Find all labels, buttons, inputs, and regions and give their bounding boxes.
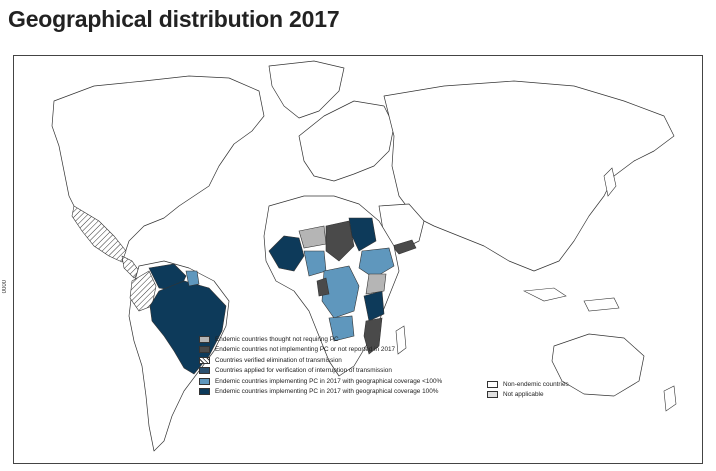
legend-item: Not applicable (487, 390, 569, 401)
legend-label: Countries verified elimination of transm… (215, 356, 342, 364)
kenya (365, 273, 387, 295)
angola (328, 315, 355, 342)
legend-item: Endemic countries not implementing PC or… (199, 345, 442, 356)
japan (603, 167, 617, 197)
legend: Endemic countries thought not requiring … (199, 334, 442, 397)
legend-label: Endemic countries thought not requiring … (215, 335, 339, 343)
legend-swatch (199, 388, 210, 396)
asia (383, 80, 675, 272)
world-map (13, 55, 703, 464)
australia (551, 333, 645, 397)
north-america (51, 75, 265, 257)
guyana (185, 270, 200, 287)
madagascar (395, 325, 407, 355)
world-map-svg (51, 60, 677, 452)
legend-label: Endemic countries not implementing PC or… (215, 346, 396, 354)
europe (298, 100, 395, 182)
legend-swatch (199, 377, 210, 385)
legend-item: Endemic countries implementing PC in 201… (199, 387, 442, 398)
page-title: Geographical distribution 2017 (8, 6, 340, 32)
legend-item: Endemic countries thought not requiring … (199, 334, 442, 345)
new-guinea (583, 297, 620, 312)
legend-swatch (199, 346, 210, 354)
indonesia (522, 287, 567, 302)
legend-swatch (199, 335, 210, 343)
new-zealand (663, 385, 677, 412)
central-dark (325, 220, 355, 262)
ethiopia (358, 247, 395, 279)
cameroon (316, 277, 330, 297)
legend-item: Endemic countries implementing PC in 201… (199, 376, 442, 387)
mozambique (363, 317, 383, 355)
yemen (391, 239, 417, 255)
tanzania (363, 290, 385, 322)
inset-label: 0000 (2, 280, 8, 294)
legend-label: Countries applied for verification of in… (215, 367, 392, 375)
west-africa-navy (268, 235, 305, 272)
legend-swatch (199, 356, 210, 364)
greenland (268, 60, 345, 119)
legend-label: Non-endemic countries (503, 380, 569, 388)
sudan (348, 217, 377, 252)
legend-swatch (487, 380, 498, 388)
legend-extra: Non-endemic countries Not applicable (487, 379, 569, 400)
legend-swatch (199, 367, 210, 375)
legend-label: Not applicable (503, 391, 544, 399)
legend-label: Endemic countries implementing PC in 201… (215, 388, 439, 396)
legend-label: Endemic countries implementing PC in 201… (215, 377, 443, 385)
legend-item: Non-endemic countries (487, 379, 569, 390)
legend-item: Countries verified elimination of transm… (199, 355, 442, 366)
legend-item: Countries applied for verification of in… (199, 366, 442, 377)
legend-swatch (487, 391, 498, 399)
mexico (71, 205, 127, 263)
congo (321, 265, 360, 319)
